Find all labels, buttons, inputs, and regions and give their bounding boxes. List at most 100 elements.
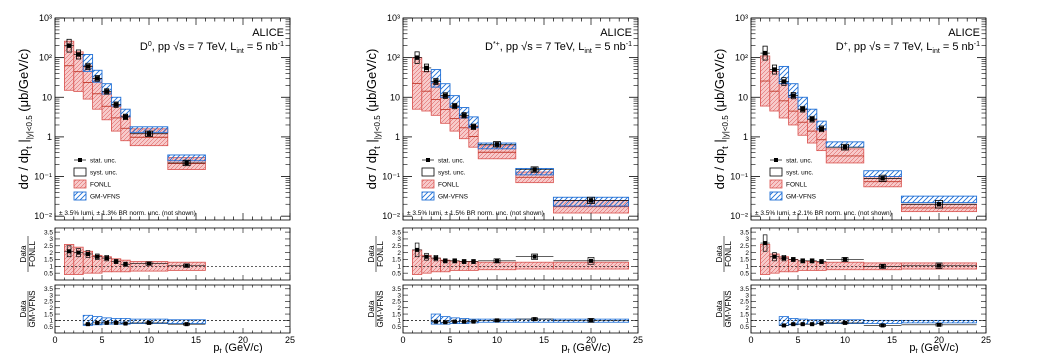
- x-tick-label: 25: [285, 335, 295, 345]
- ratio-point: [67, 249, 72, 254]
- ratio-label-top: Data: [19, 300, 28, 317]
- ratio-point: [880, 323, 885, 328]
- data-point: [819, 126, 824, 132]
- legend-label-syst: syst. unc.: [438, 170, 466, 177]
- xlabel-part: t: [915, 347, 918, 353]
- title-part: int: [932, 48, 939, 55]
- y-axis-label: dσ / dpt ||y|<0.5 (μb/GeV/c): [364, 49, 382, 190]
- ratio-point: [95, 320, 100, 325]
- experiment-label: ALICE: [252, 27, 284, 39]
- ylabel-part: |y|<0.5: [721, 115, 730, 140]
- xlabel-part: (GeV/c): [222, 342, 263, 353]
- ratio-point: [462, 319, 467, 324]
- ratio-y-tick-label: 2: [745, 250, 749, 257]
- data-point: [936, 202, 942, 207]
- x-tick-label: 10: [840, 335, 850, 345]
- y-tick-label: 10³: [387, 13, 400, 23]
- main-frame: [402, 17, 639, 221]
- ratio-y-tick-label: 2.5: [740, 299, 749, 306]
- legend-gm-box: [421, 191, 435, 201]
- ylabel-part: t: [24, 146, 34, 149]
- title-part: = 5 nb: [592, 41, 626, 53]
- chart-title: D*+, pp √s = 7 TeV, Lint = 5 nb-1: [485, 41, 632, 55]
- ratio-y-tick-label: 1.5: [740, 257, 749, 264]
- ratio-point: [433, 256, 438, 261]
- ratio-point: [810, 258, 815, 263]
- experiment-label: ALICE: [600, 27, 632, 39]
- data-point: [880, 176, 885, 181]
- x-tick-label: 0: [748, 335, 753, 345]
- x-tick-label: 15: [887, 335, 897, 345]
- legend-label-fonll: FONLL: [438, 182, 459, 189]
- ratio-y-tick-label: 2: [397, 250, 401, 257]
- data-point: [433, 79, 439, 84]
- title-part: -1: [278, 41, 284, 48]
- xlabel-part: (GeV/c): [918, 342, 959, 353]
- ratio-label-bottom: FONLL: [376, 241, 385, 267]
- xlabel-part: (GeV/c): [570, 342, 611, 353]
- main-frame: [750, 17, 987, 221]
- x-axis-label: pt (GeV/c): [561, 342, 610, 353]
- xlabel-part: t: [567, 347, 570, 353]
- gm-vfns-band: [863, 170, 902, 177]
- y-tick-label: 10⁻¹: [34, 172, 52, 182]
- title-part: D: [485, 41, 493, 53]
- ratio-point: [123, 262, 128, 267]
- ratio-point: [443, 258, 448, 263]
- ratio-y-tick-label: 3: [49, 236, 53, 243]
- ratio2-pad: 0.511.522.533.5 Data GM-VFNS: [19, 284, 291, 334]
- data-point: [781, 79, 787, 84]
- data-point: [146, 131, 152, 136]
- ratio-y-tick-label: 3.5: [44, 229, 53, 236]
- ylabel-part: (μb/GeV/c): [16, 49, 31, 116]
- ratio-point: [843, 257, 847, 262]
- data-point: [461, 113, 467, 118]
- ratio-y-tick-label: 2.5: [392, 243, 401, 250]
- ylabel-part: t: [720, 146, 730, 149]
- ratio-point: [104, 320, 109, 325]
- title-part: int: [584, 48, 591, 55]
- ratio-label-bottom: FONLL: [28, 241, 37, 267]
- title-part: , pp √s = 7 TeV, L: [152, 41, 237, 53]
- ratio-y-tick-label: 0.5: [44, 270, 53, 277]
- legend-gm-box: [73, 191, 87, 201]
- ylabel-part: dσ / dp: [16, 149, 31, 190]
- ratio-y-tick-label: 2.5: [44, 243, 53, 250]
- ratio-y-tick-label: 2: [745, 305, 749, 312]
- ratio-point: [452, 258, 457, 263]
- ratio-label-bottom: GM-VFNS: [376, 291, 385, 328]
- ratio-point: [791, 257, 796, 262]
- ylabel-part: t: [372, 146, 382, 149]
- data-point: [471, 124, 476, 129]
- x-tick-label: 5: [447, 335, 452, 345]
- ratio-y-tick-label: 1: [49, 318, 53, 325]
- y-axis-label: dσ / dpt ||y|<0.5 (μb/GeV/c): [16, 49, 34, 190]
- ylabel-part: dσ / dp: [364, 149, 379, 190]
- ratio-y-tick-label: 1.5: [392, 311, 401, 318]
- data-point: [104, 89, 109, 94]
- ratio-gm-band: [863, 319, 902, 324]
- data-point: [424, 65, 429, 71]
- ratio-point: [184, 263, 189, 268]
- ratio-frame: [54, 227, 291, 281]
- title-part: -1: [626, 41, 632, 48]
- ratio1-pad: 0.511.522.533.5 Data FONLL: [367, 227, 639, 281]
- ratio-point: [800, 322, 805, 327]
- ratio-point: [433, 319, 438, 324]
- y-tick-label: 10: [42, 92, 52, 102]
- ratio-y-tick-label: 2: [397, 305, 401, 312]
- data-point: [184, 160, 189, 166]
- ratio-fonll-band: [411, 249, 423, 275]
- ratio-point: [819, 321, 824, 326]
- ratio-y-tick-label: 3.5: [740, 286, 749, 293]
- ratio-point: [819, 259, 824, 264]
- ratio-y-tick-label: 1: [745, 318, 749, 325]
- legend-stat-marker: [426, 158, 430, 162]
- title-part: +: [844, 41, 848, 48]
- main-frame: [54, 17, 291, 221]
- title-part: *+: [493, 41, 500, 48]
- y-tick-label: 10⁻¹: [382, 172, 400, 182]
- legend-syst-box: [769, 167, 783, 177]
